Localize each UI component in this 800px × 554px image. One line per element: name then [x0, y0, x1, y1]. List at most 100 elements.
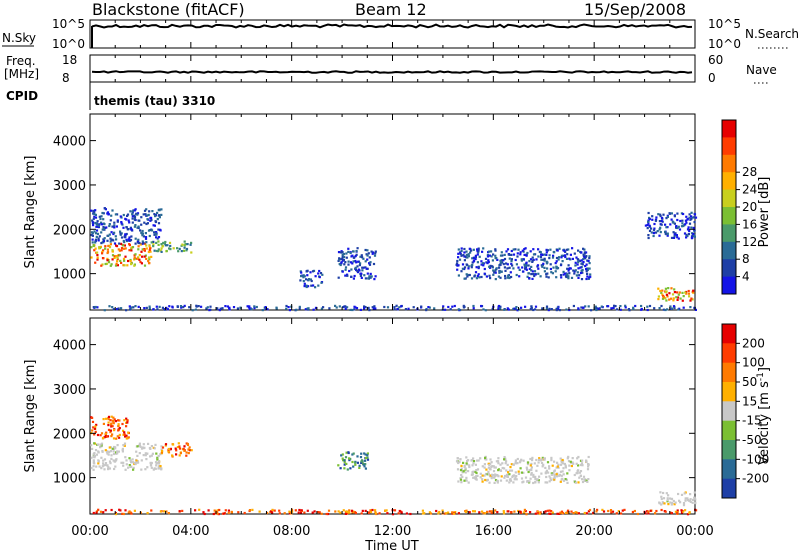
range-cell	[493, 466, 496, 469]
range-cell	[299, 511, 303, 514]
range-cell	[550, 308, 553, 311]
range-cell	[166, 244, 169, 247]
range-cell	[689, 306, 692, 309]
range-cell	[583, 479, 586, 482]
range-cell	[103, 468, 106, 471]
range-cell	[135, 450, 138, 453]
range-cell	[368, 262, 371, 265]
range-cell	[427, 306, 430, 309]
range-cell	[335, 306, 338, 309]
range-cell	[120, 461, 123, 464]
range-cell	[155, 452, 158, 455]
range-cell	[371, 508, 374, 512]
range-cell	[160, 451, 164, 454]
range-cell	[660, 304, 663, 308]
range-cell	[571, 461, 574, 464]
range-cell	[585, 270, 588, 273]
range-cell	[542, 258, 545, 261]
range-cell	[470, 459, 473, 462]
range-cell	[577, 249, 580, 252]
range-cell	[248, 509, 252, 512]
y-tick-label: 1000	[53, 268, 86, 283]
range-cell	[320, 307, 323, 310]
range-cell	[101, 241, 104, 244]
range-cell	[565, 273, 568, 276]
range-cell	[165, 510, 168, 513]
range-cell	[550, 472, 553, 475]
range-cell	[556, 461, 559, 464]
range-cell	[672, 297, 675, 300]
range-cell	[110, 454, 113, 457]
range-cell	[667, 503, 670, 506]
range-cell	[684, 291, 687, 294]
range-cell	[541, 253, 544, 256]
range-cell	[144, 468, 147, 471]
range-cell	[459, 252, 462, 256]
range-cell	[620, 512, 623, 515]
range-cell	[496, 258, 499, 261]
range-cell	[121, 512, 124, 515]
range-cell	[462, 304, 465, 307]
range-cell	[523, 263, 526, 266]
range-cell	[358, 464, 361, 467]
range-cell	[159, 453, 162, 456]
range-cell	[679, 297, 682, 300]
range-cell	[93, 427, 96, 430]
range-cell	[264, 306, 267, 309]
range-cell	[650, 227, 653, 230]
range-cell	[131, 461, 135, 464]
range-cell	[441, 509, 444, 512]
range-cell	[550, 456, 553, 459]
range-cell	[108, 224, 111, 228]
range-cell	[126, 213, 130, 216]
range-cell	[364, 456, 368, 460]
range-cell	[489, 277, 492, 280]
nave-tick-bottom: 0	[708, 71, 716, 85]
range-cell	[463, 247, 466, 251]
range-cell	[302, 276, 305, 279]
range-cell	[133, 218, 136, 221]
range-cell	[317, 511, 320, 514]
range-cell	[517, 266, 520, 269]
colorbar-segment	[722, 382, 736, 402]
range-cell	[692, 232, 695, 235]
range-cell	[581, 478, 584, 481]
range-cell	[102, 212, 105, 215]
range-cell	[666, 497, 669, 500]
range-cell	[588, 508, 592, 512]
range-cell	[669, 223, 672, 226]
range-cell	[502, 512, 506, 515]
range-cell	[100, 432, 104, 435]
range-cell	[558, 256, 561, 259]
range-cell	[157, 460, 160, 463]
range-cell	[125, 309, 128, 312]
range-cell	[647, 222, 650, 225]
range-cell	[585, 251, 588, 254]
range-cell	[155, 464, 158, 467]
range-cell	[113, 221, 116, 224]
range-cell	[359, 274, 362, 277]
range-cell	[576, 271, 579, 274]
range-cell	[514, 476, 517, 479]
range-cell	[559, 457, 562, 460]
range-cell	[549, 267, 552, 271]
range-cell	[548, 465, 551, 468]
range-cell	[564, 255, 567, 259]
range-cell	[476, 459, 479, 462]
range-cell	[227, 511, 230, 515]
range-cell	[342, 509, 345, 512]
range-cell	[137, 461, 140, 464]
range-cell	[512, 481, 515, 484]
range-cell	[355, 268, 358, 272]
range-cell	[101, 250, 104, 253]
range-cell	[116, 220, 119, 223]
nsky-tick-top: 10^5	[52, 17, 85, 31]
range-cell	[487, 470, 490, 473]
range-cell	[506, 475, 509, 478]
range-cell	[463, 251, 466, 254]
range-cell	[512, 253, 516, 256]
range-cell	[508, 473, 511, 476]
range-cell	[515, 475, 518, 478]
range-cell	[677, 492, 680, 496]
range-cell	[522, 258, 525, 261]
